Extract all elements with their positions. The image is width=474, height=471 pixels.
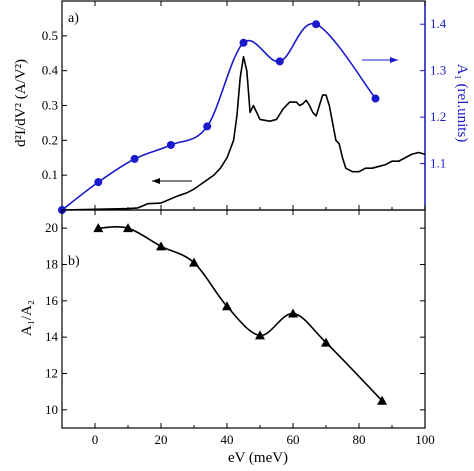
panel-a-frame bbox=[61, 0, 426, 211]
panel-a-right-tick-label: 1.1 bbox=[430, 156, 446, 171]
panel-a-y-tick-label: 0.2 bbox=[42, 132, 58, 147]
panel-a-left-arrow-head bbox=[152, 178, 160, 184]
panel-a-a1-point bbox=[130, 154, 139, 163]
panel-a-y-tick-label: 0.3 bbox=[42, 98, 58, 113]
x-axis-label: eV (meV) bbox=[228, 450, 288, 466]
panel-a-a1-point bbox=[239, 38, 248, 47]
panel-a-a1-point bbox=[275, 57, 284, 66]
panel-b-x-tick-label: 40 bbox=[221, 432, 234, 447]
panel-a-a1-point bbox=[203, 122, 212, 131]
panel-b-ratio-point bbox=[288, 308, 298, 318]
panel-b-plot: 0 20 40 60 80 100 10 12 14 16 18 20 bbox=[45, 209, 435, 447]
panel-b-ratio-point bbox=[189, 257, 199, 267]
panel-b-ratio-point bbox=[321, 337, 331, 347]
panel-b-label: b) bbox=[68, 254, 80, 269]
panel-b-frame bbox=[61, 209, 426, 429]
panel-a-right-arrow-head bbox=[390, 57, 398, 63]
panel-b-x-tick-label: 60 bbox=[287, 432, 300, 447]
panel-b-ratio-line bbox=[98, 226, 383, 402]
panel-b-y-axis-label: A₁/A₂ bbox=[19, 300, 35, 336]
panel-a-a1-point bbox=[94, 178, 103, 187]
panel-a-right-axis-label: A₁ (rel.units) bbox=[454, 64, 470, 143]
panel-b-x-tick-label: 20 bbox=[155, 432, 168, 447]
panel-b-y-tick-label: 14 bbox=[45, 329, 59, 344]
panel-b-ratio-point bbox=[222, 301, 232, 311]
panel-b-x-tick-label: 0 bbox=[92, 432, 99, 447]
panel-a-label: a) bbox=[68, 11, 79, 26]
panel-b-ratio-point bbox=[123, 223, 133, 233]
panel-b-x-tick-label: 80 bbox=[353, 432, 366, 447]
panel-b-ratio-point bbox=[93, 223, 104, 233]
panel-a-right-tick-label: 1.2 bbox=[430, 109, 446, 124]
panel-a-spectrum-line bbox=[61, 55, 426, 211]
panel-b-y-tick-label: 20 bbox=[45, 220, 58, 235]
panel-a-a1-point bbox=[312, 20, 321, 29]
panel-b-ratio-point bbox=[255, 330, 265, 340]
panel-a-y-axis-label: d²I/dV² (A/V²) bbox=[13, 59, 29, 147]
panel-b-ratio-point bbox=[377, 395, 388, 405]
panel-b-x-tick-label: 100 bbox=[415, 432, 435, 447]
panel-a-right-tick-label: 1.4 bbox=[430, 16, 447, 31]
panel-a-a1-line bbox=[61, 22, 377, 211]
panel-a-y-tick-label: 0.4 bbox=[42, 63, 59, 78]
panel-a-right-tick-label: 1.3 bbox=[430, 63, 446, 78]
panel-b-y-tick-label: 12 bbox=[45, 366, 58, 381]
panel-b-y-tick-label: 10 bbox=[45, 402, 58, 417]
panel-b-y-tick-label: 16 bbox=[45, 293, 59, 308]
panel-a-a1-point bbox=[166, 140, 175, 149]
panel-a-y-tick-label: 0.5 bbox=[42, 28, 58, 43]
panel-a-a1-point bbox=[371, 94, 380, 103]
panel-a-y-tick-label: 0.1 bbox=[42, 167, 58, 182]
panel-a-plot: 0.1 0.2 0.3 0.4 0.5 1.1 1.2 1.3 1.4 bbox=[42, 0, 447, 214]
panel-b-ratio-point bbox=[156, 241, 166, 251]
panel-b-y-tick-label: 18 bbox=[45, 257, 58, 272]
